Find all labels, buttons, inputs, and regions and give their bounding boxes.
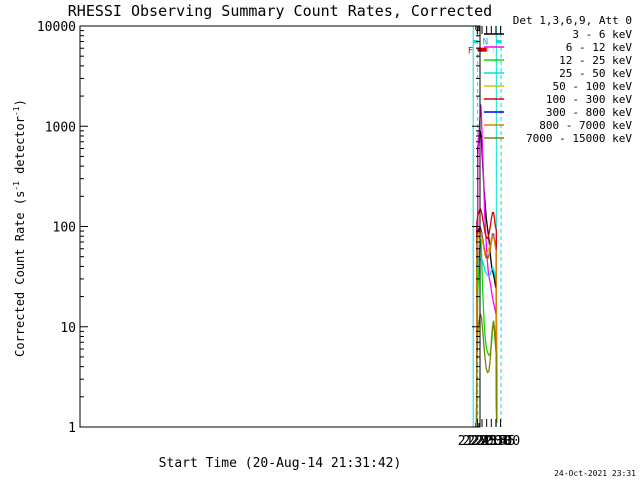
- y-tick-label: 100: [53, 221, 76, 236]
- legend-entry-5: 100 - 300 keV: [546, 93, 632, 106]
- y-tick-label: 1: [68, 421, 76, 436]
- legend-entry-4: 50 - 100 keV: [553, 80, 633, 93]
- x-tick-label: 22:00: [462, 434, 501, 449]
- y-axis-label: Corrected Count Rate (s-1 detector-1): [12, 99, 27, 357]
- x-tick-label: 22:30: [472, 434, 511, 449]
- legend-entry-3: 25 - 50 keV: [559, 67, 632, 80]
- legend-entry-2: 12 - 25 keV: [559, 54, 632, 67]
- legend-header: Det 1,3,6,9, Att 0: [513, 14, 632, 27]
- series-line-1: [475, 104, 498, 423]
- chart-title: RHESSI Observing Summary Count Rates, Co…: [68, 2, 492, 20]
- x-tick-label: 23:00: [481, 434, 520, 449]
- x-tick-label: 22:45: [476, 434, 515, 449]
- y-tick-label: 10: [60, 321, 76, 336]
- y-tick-label: 10000: [37, 20, 76, 35]
- x-axis-label: Start Time (20-Aug-14 21:31:42): [159, 456, 402, 471]
- legend-entry-6: 300 - 800 keV: [546, 106, 632, 119]
- series-line-5: [475, 207, 498, 423]
- legend-entry-1: 6 - 12 keV: [566, 41, 633, 54]
- series-line-7: [475, 228, 498, 423]
- x-tick-label: 22:15: [467, 434, 506, 449]
- y-tick-label: 1000: [45, 120, 76, 135]
- x-tick-label: 21:45: [458, 434, 497, 449]
- legend-entry-8: 7000 - 15000 keV: [526, 132, 632, 145]
- legend-entry-0: 3 - 6 keV: [572, 28, 632, 41]
- date-stamp: 24-Oct-2021 23:31: [554, 469, 636, 478]
- flare-marker-label: F: [468, 47, 473, 57]
- series-line-3: [475, 257, 498, 423]
- legend-entry-7: 800 - 7000 keV: [539, 119, 632, 132]
- night-marker-label: N: [483, 38, 488, 48]
- plot-frame: [79, 25, 481, 428]
